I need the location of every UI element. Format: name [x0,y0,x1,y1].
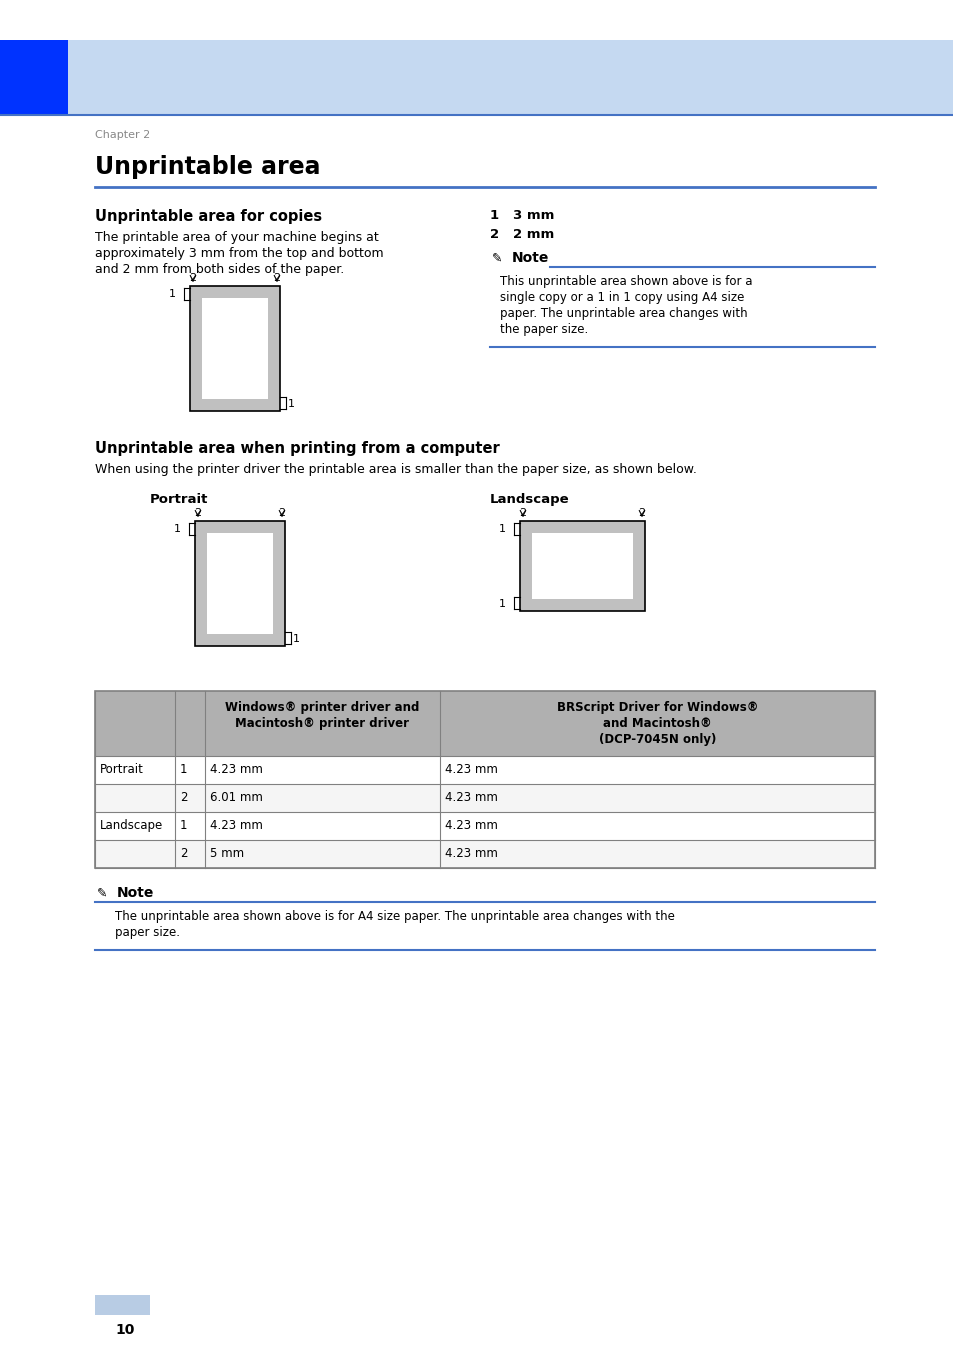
Text: 4.23 mm: 4.23 mm [444,819,497,832]
Text: Portrait: Portrait [100,763,144,776]
Text: 1: 1 [169,289,175,298]
Text: 1: 1 [288,400,294,409]
Text: approximately 3 mm from the top and bottom: approximately 3 mm from the top and bott… [95,247,383,261]
Text: 1: 1 [498,599,505,609]
Text: The unprintable area shown above is for A4 size paper. The unprintable area chan: The unprintable area shown above is for … [115,910,674,923]
Text: and Macintosh®: and Macintosh® [602,717,711,730]
Text: 4.23 mm: 4.23 mm [210,819,263,832]
Bar [194,521,285,647]
Text: (DCP-7045N only): (DCP-7045N only) [598,733,716,747]
Bar [95,691,874,756]
Bar [95,1295,150,1315]
Text: 2: 2 [194,508,201,518]
Text: 6.01 mm: 6.01 mm [210,791,263,805]
Text: Unprintable area: Unprintable area [95,155,320,180]
Bar [95,691,874,868]
Text: 2: 2 [274,273,280,284]
Text: 4.23 mm: 4.23 mm [444,846,497,860]
Bar [194,521,285,647]
Text: Note: Note [512,251,549,265]
Text: Unprintable area when printing from a computer: Unprintable area when printing from a co… [95,441,499,456]
Text: 1: 1 [180,819,188,832]
Text: 4.23 mm: 4.23 mm [210,763,263,776]
Bar [532,533,633,599]
Text: The printable area of your machine begins at: The printable area of your machine begin… [95,231,378,244]
Text: paper. The unprintable area changes with: paper. The unprintable area changes with [499,306,747,320]
Text: Windows® printer driver and: Windows® printer driver and [225,701,419,714]
Text: 4.23 mm: 4.23 mm [444,763,497,776]
Text: 10: 10 [115,1323,134,1336]
Text: Note: Note [117,886,154,900]
Text: 5 mm: 5 mm [210,846,244,860]
Text: ✎: ✎ [97,887,108,900]
Text: 2   2 mm: 2 2 mm [490,228,554,242]
Text: Chapter 2: Chapter 2 [95,130,150,140]
Text: 2: 2 [180,846,188,860]
Text: Landscape: Landscape [490,493,569,506]
Text: Macintosh® printer driver: Macintosh® printer driver [235,717,409,730]
Text: 1: 1 [173,524,181,535]
Bar [95,756,874,784]
Bar [207,533,273,634]
Text: This unprintable area shown above is for a: This unprintable area shown above is for… [499,275,752,288]
Bar [519,521,644,612]
Text: 4.23 mm: 4.23 mm [444,791,497,805]
Bar [0,40,953,115]
Bar [202,298,268,400]
Text: Unprintable area for copies: Unprintable area for copies [95,209,322,224]
Text: Landscape: Landscape [100,819,163,832]
Text: the paper size.: the paper size. [499,323,588,336]
Text: ✎: ✎ [492,252,502,265]
Text: 2: 2 [518,508,526,518]
Text: paper size.: paper size. [115,926,180,940]
Text: 2: 2 [180,791,188,805]
Text: 1: 1 [293,634,299,644]
Bar [519,521,644,612]
Text: 2: 2 [638,508,645,518]
Bar [190,286,280,410]
Text: Portrait: Portrait [150,493,208,506]
Bar [190,286,280,410]
Text: 1: 1 [180,763,188,776]
Text: When using the printer driver the printable area is smaller than the paper size,: When using the printer driver the printa… [95,463,696,477]
Text: 1   3 mm: 1 3 mm [490,209,554,221]
Bar [95,784,874,811]
Text: BRScript Driver for Windows®: BRScript Driver for Windows® [557,701,758,714]
Text: 2: 2 [278,508,285,518]
Text: single copy or a 1 in 1 copy using A4 size: single copy or a 1 in 1 copy using A4 si… [499,292,743,304]
Bar [95,840,874,868]
Text: 1: 1 [498,524,505,535]
Bar [95,811,874,840]
Bar [0,40,68,115]
Text: and 2 mm from both sides of the paper.: and 2 mm from both sides of the paper. [95,263,344,275]
Text: 2: 2 [190,273,196,284]
